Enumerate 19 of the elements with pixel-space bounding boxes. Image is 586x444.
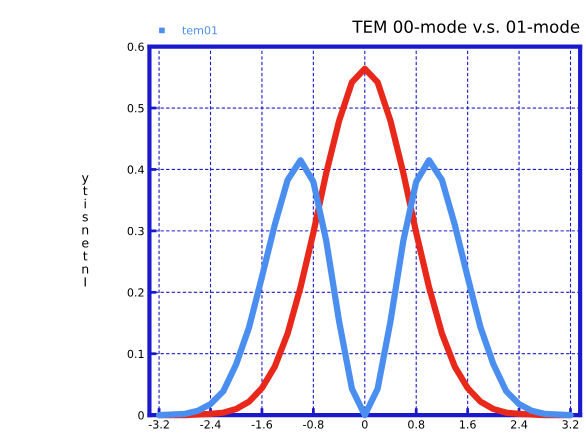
text: ytisnetnI bbox=[82, 175, 89, 287]
y-tick-label: 0.6 bbox=[128, 42, 144, 51]
x-tick-label: 3.2 bbox=[562, 420, 578, 429]
y-tick-label: 0.4 bbox=[128, 165, 144, 174]
x-tick-label: 1.6 bbox=[460, 420, 476, 429]
x-tick-label: 2.4 bbox=[511, 420, 528, 428]
x-tick-label: 0.8 bbox=[408, 420, 424, 429]
x-tick-label: -2.4 bbox=[200, 420, 221, 428]
chart-title: TEM 00-mode v.s. 01-mode bbox=[352, 20, 580, 33]
x-tick-label: -1.6 bbox=[252, 420, 272, 429]
y-tick-label: 0.3 bbox=[128, 226, 144, 236]
y-tick-label: 0 bbox=[138, 411, 144, 420]
x-tick-label: 0 bbox=[362, 420, 368, 429]
x-tick-label: -3.2 bbox=[148, 420, 169, 429]
y-tick-label: 0.2 bbox=[128, 288, 144, 297]
x-tick-label: -0.8 bbox=[303, 420, 324, 429]
legend-label: tem01 bbox=[182, 26, 218, 34]
y-tick-label: 0.5 bbox=[128, 104, 144, 112]
y-tick-label: 0.1 bbox=[128, 350, 144, 358]
